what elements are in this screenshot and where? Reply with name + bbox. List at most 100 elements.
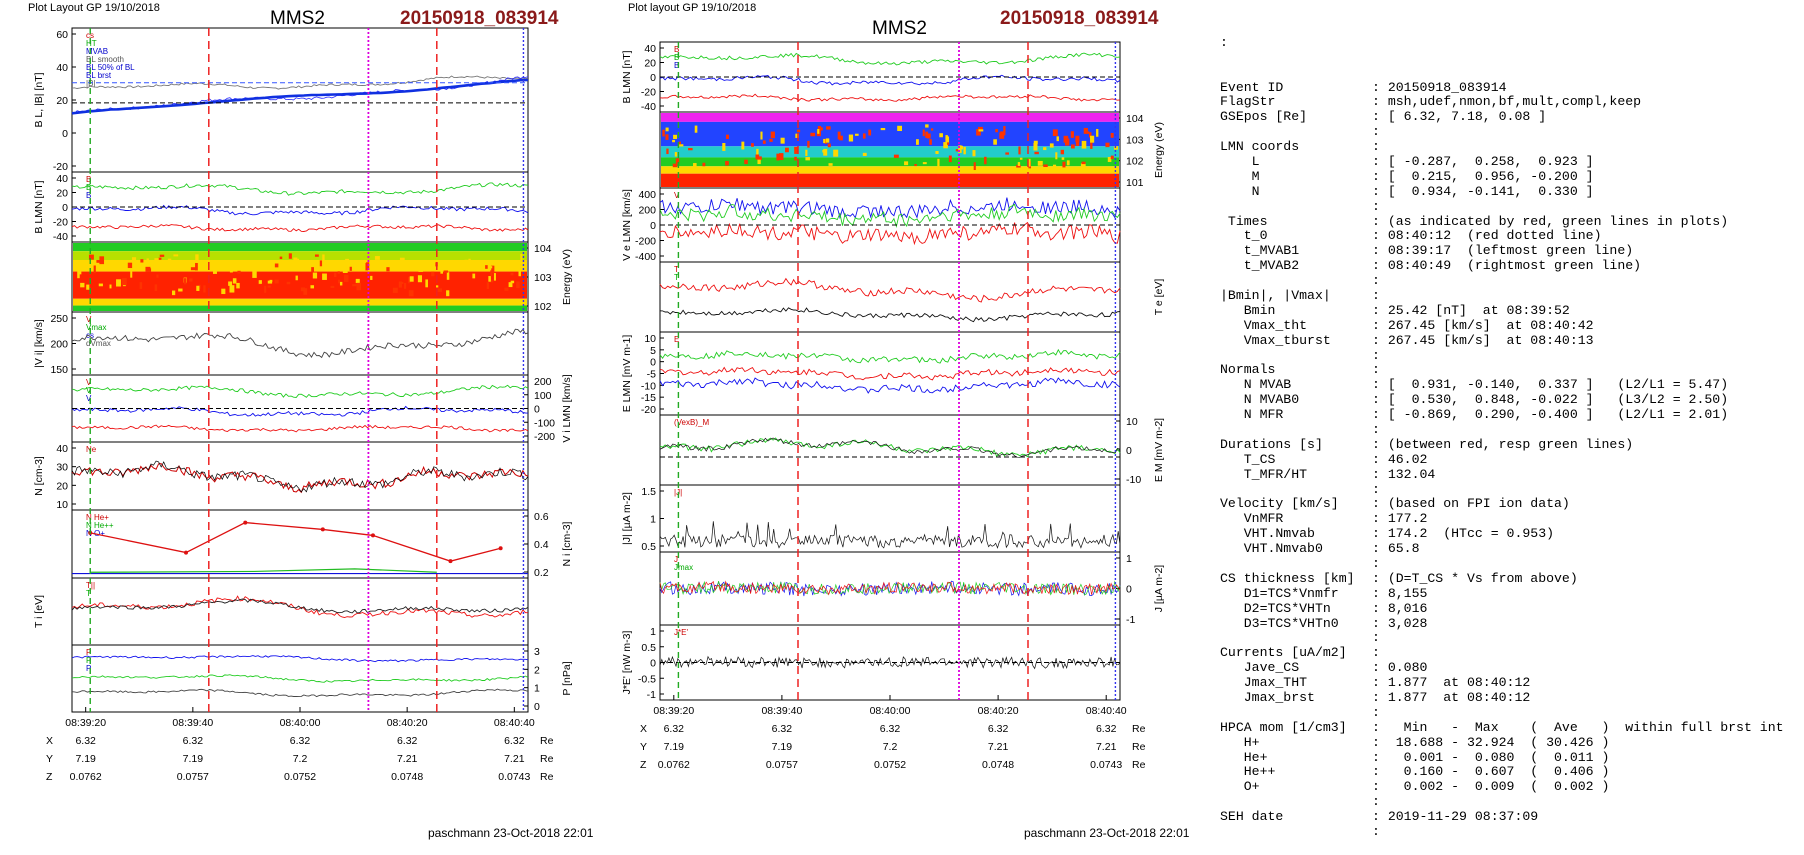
spectrogram-speckle xyxy=(1096,128,1099,137)
spectrogram-speckle xyxy=(794,156,797,161)
spectrogram-speckle xyxy=(925,131,929,138)
y-tick-label: 1 xyxy=(650,514,656,526)
spectrogram-speckle xyxy=(98,283,103,287)
spectrogram-speckle xyxy=(352,284,357,287)
ephem-value: 6.32 xyxy=(772,723,793,735)
x-tick-label: 08:40:20 xyxy=(387,717,428,729)
y-tick-label: 0 xyxy=(62,202,68,214)
spectrogram-speckle xyxy=(833,149,839,157)
info-value: : [ 6.32, 7.18, 0.08 ] xyxy=(1372,109,1547,125)
spectrogram-speckle xyxy=(196,285,200,291)
spectrogram-speckle xyxy=(922,162,927,165)
spectrogram-speckle xyxy=(312,272,318,279)
ephem-value: 6.32 xyxy=(988,723,1009,735)
info-row: VnMFR: 177.2 xyxy=(1220,511,1800,527)
y-tick-label: 10 xyxy=(1126,416,1138,428)
spectrogram-band xyxy=(73,251,527,260)
info-row: Vmax_tburst: 267.45 [km/s] at 08:40:13 xyxy=(1220,332,1800,349)
ephem-value: 6.32 xyxy=(880,723,901,735)
spectrogram-speckle xyxy=(702,162,706,167)
info-row: L : [ -0.287, 0.258, 0.923 ] xyxy=(1220,153,1800,170)
ephem-value: 7.21 xyxy=(504,753,525,765)
info-value: : 20150918_083914 xyxy=(1372,79,1507,95)
y-tick-label: 2 xyxy=(534,664,540,676)
spectrogram-speckle xyxy=(828,163,833,166)
spectrogram-speckle xyxy=(672,163,678,168)
spectrogram-band xyxy=(73,298,527,306)
spectrogram-speckle xyxy=(1086,131,1090,134)
spectrogram-speckle xyxy=(672,139,676,143)
y-tick-label: -1 xyxy=(647,689,656,701)
info-value: : 46.02 xyxy=(1372,451,1428,467)
ephem-value: 0.0762 xyxy=(70,771,102,783)
spectrogram-speckle xyxy=(300,287,306,292)
y-tick-label: 104 xyxy=(1126,113,1144,125)
info-key: Velocity [km/s] xyxy=(1220,496,1339,512)
spectrogram-speckle xyxy=(762,140,766,144)
spectrogram-speckle xyxy=(160,268,164,271)
spectrogram-speckle xyxy=(288,253,292,259)
y-axis-label: P [nPa] xyxy=(561,661,573,695)
spectrogram-speckle xyxy=(88,254,94,260)
info-row: N MFR: [ -0.869, 0.290, -0.400 ] (L2/L1 … xyxy=(1220,407,1800,423)
y-tick-label: 0 xyxy=(650,357,656,369)
spectrogram-speckle xyxy=(820,127,823,131)
spectrogram-speckle xyxy=(955,149,960,152)
info-row: He++: 0.160 - 0.607 ( 0.406 ) xyxy=(1220,765,1800,780)
info-key: Vmax_tburst xyxy=(1220,332,1331,348)
info-key: L xyxy=(1220,153,1260,169)
spectrogram-speckle xyxy=(252,270,257,278)
legend-entry: V xyxy=(86,378,92,387)
info-value: : [ 0.215, 0.956, -0.200 ] xyxy=(1372,168,1594,184)
spectrogram-speckle xyxy=(99,264,104,269)
spectrogram-speckle xyxy=(973,162,976,171)
legend-entry: J*E' xyxy=(674,628,688,637)
spectrogram-speckle xyxy=(1062,161,1066,168)
ephem-value: 6.32 xyxy=(183,735,204,747)
info-value: : xyxy=(1372,704,1380,720)
HPCA-He+-trace xyxy=(90,568,437,573)
spectrogram-speckle xyxy=(486,282,490,290)
y-tick-label: 40 xyxy=(56,443,68,455)
info-row: : xyxy=(1220,794,1800,810)
ephem-unit: Re xyxy=(1132,741,1146,753)
info-row: FlagStr: msh,udef,nmon,bf,mult,compl,kee… xyxy=(1220,95,1800,110)
spectrogram-speckle xyxy=(1110,132,1114,138)
info-key: D1=TCS*Vnmfr xyxy=(1220,585,1339,601)
spectrogram-speckle xyxy=(1066,160,1070,166)
spectrogram-speckle xyxy=(147,268,152,272)
BL-smooth-trace xyxy=(71,78,529,115)
y-tick-label: 0 xyxy=(650,220,656,232)
legend-entry: V xyxy=(86,315,92,324)
y-tick-label: 0.6 xyxy=(534,511,549,523)
spectrogram-band xyxy=(73,243,527,252)
ephem-value: 0.0748 xyxy=(982,759,1014,771)
ephem-value: 6.32 xyxy=(397,735,418,747)
V-M-trace xyxy=(659,203,1121,228)
spectrogram-speckle xyxy=(776,153,780,161)
spectrogram-speckle xyxy=(937,158,940,167)
spectrogram-speckle xyxy=(678,141,682,145)
legend-entry: Ne xyxy=(86,445,97,454)
spectrogram-speckle xyxy=(286,281,291,285)
legend-entry: B xyxy=(674,53,679,62)
spectrogram-speckle xyxy=(770,131,775,139)
info-key: N xyxy=(1220,183,1260,199)
legend-entry: Jmax xyxy=(674,563,693,572)
info-row: Currents [uA/m2]: xyxy=(1220,645,1800,661)
info-value: : [ -0.287, 0.258, 0.923 ] xyxy=(1372,153,1594,169)
legend-entry: J xyxy=(674,555,678,564)
spectrogram-speckle xyxy=(121,278,127,286)
ephem-value: 6.32 xyxy=(1096,723,1117,735)
spectrogram-speckle xyxy=(848,134,854,142)
M-component-trace xyxy=(71,204,529,216)
spectrogram-speckle xyxy=(999,132,1005,139)
info-row: t_0: 08:40:12 (red dotted line) xyxy=(1220,229,1800,244)
x-tick-label: 08:40:00 xyxy=(870,705,911,717)
x-tick-label: 08:40:00 xyxy=(280,717,321,729)
y-tick-label: 0.5 xyxy=(641,541,656,553)
y-axis-label: B LMN [nT] xyxy=(33,180,45,233)
info-key: VHT.Nmvab0 xyxy=(1220,541,1323,557)
spectrogram-band xyxy=(661,113,1119,122)
spectrogram-speckle xyxy=(1019,157,1023,160)
